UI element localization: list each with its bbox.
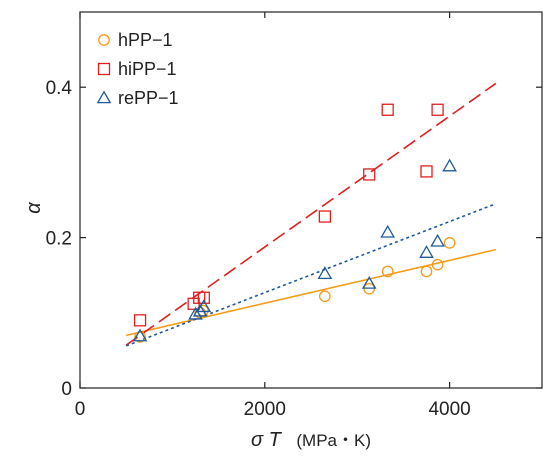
- data-point-triangle: [430, 233, 445, 247]
- data-point-triangle: [361, 275, 377, 289]
- x-tick-label: 2000: [244, 399, 286, 420]
- data-point-square: [133, 314, 147, 327]
- y-tick-label: 0: [61, 379, 72, 400]
- data-point-circle: [381, 265, 394, 278]
- data-point-circle: [431, 258, 444, 271]
- data-point-circle: [443, 237, 456, 249]
- axis-ticks: 0 2000 4000 0 0.2 0.4: [46, 12, 542, 420]
- data-point-triangle: [192, 303, 208, 317]
- data-point-circle: [420, 265, 433, 278]
- data-point-square: [197, 291, 210, 304]
- fit-lines: [125, 82, 497, 347]
- y-tick-label: 0.2: [46, 229, 72, 250]
- legend-label-hipp: hiPP−1: [118, 59, 177, 79]
- legend: hPP−1 hiPP−1 rePP−1: [96, 30, 179, 108]
- data-point-square: [381, 103, 394, 116]
- x-axis-label: σ T (MPa・K): [251, 429, 371, 451]
- data-point-triangle: [317, 266, 333, 279]
- data-point-square: [431, 103, 444, 116]
- y-tick-label: 0.4: [46, 78, 73, 99]
- data-point-triangle: [196, 299, 212, 313]
- x-tick-label: 0: [75, 399, 86, 420]
- data-points: [132, 103, 457, 343]
- fit-line-square: [125, 82, 497, 346]
- fit-line-triangle: [125, 203, 497, 347]
- plot-frame: [79, 11, 543, 389]
- legend-marker-circle: [98, 34, 110, 46]
- legend-markers: [96, 34, 112, 104]
- data-point-circle: [319, 290, 331, 303]
- data-point-triangle: [380, 224, 396, 238]
- x-axis-symbol: σ T: [251, 429, 283, 451]
- x-axis-unit: (MPa・K): [296, 431, 371, 450]
- legend-marker-square: [97, 62, 111, 76]
- data-point-triangle: [442, 158, 457, 172]
- y-axis-label: α: [23, 202, 45, 214]
- data-point-square: [318, 210, 332, 223]
- data-point-triangle: [132, 328, 148, 342]
- data-point-square: [420, 165, 433, 178]
- data-point-square: [363, 168, 376, 181]
- legend-label-hpp: hPP−1: [118, 30, 173, 50]
- legend-label-repp: rePP−1: [118, 88, 179, 108]
- legend-marker-triangle: [96, 90, 112, 104]
- x-tick-label: 4000: [428, 399, 470, 420]
- data-point-circle: [134, 331, 146, 343]
- fit-line-circle: [126, 248, 496, 337]
- data-point-triangle: [419, 245, 434, 258]
- data-point-triangle: [188, 306, 203, 320]
